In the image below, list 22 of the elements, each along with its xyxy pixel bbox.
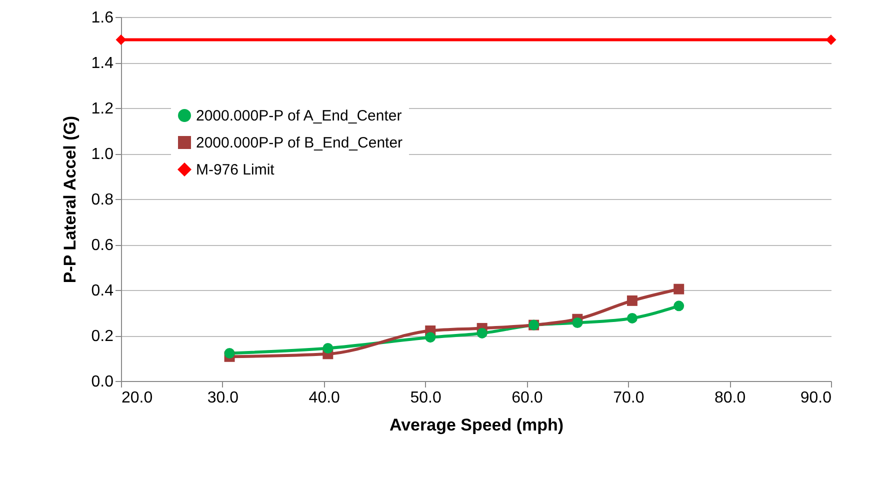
legend-label: 2000.000P-P of B_End_Center <box>196 134 403 152</box>
legend-label: 2000.000P-P of A_End_Center <box>196 108 402 124</box>
y-tick-label: 0.2 <box>91 328 114 345</box>
x-tick-label: 20.0 <box>122 390 153 406</box>
x-tick-label: 70.0 <box>613 390 644 406</box>
legend-label: M-976 Limit <box>196 162 276 178</box>
y-axis-title: P-P Lateral Accel (G) <box>60 116 80 284</box>
y-tick-label: 0.8 <box>91 192 114 208</box>
y-tick-label: 1.4 <box>91 55 114 72</box>
x-tick-label: 80.0 <box>714 390 746 406</box>
x-axis-title: Average Speed (mph) <box>389 416 564 434</box>
y-tick-label: 0.4 <box>91 282 114 300</box>
y-tick-label: 0.6 <box>91 237 114 254</box>
x-tick-label: 50.0 <box>410 390 442 406</box>
x-tick-label: 40.0 <box>308 390 340 406</box>
x-tick-label: 30.0 <box>207 390 239 406</box>
y-tick-label: 1.0 <box>91 146 114 163</box>
y-tick-label: 1.6 <box>91 10 114 26</box>
y-tick-label: 0.0 <box>91 374 114 390</box>
y-tick-label: 1.2 <box>91 100 114 118</box>
x-tick-label: 90.0 <box>800 390 832 406</box>
x-tick-label: 60.0 <box>512 390 543 406</box>
